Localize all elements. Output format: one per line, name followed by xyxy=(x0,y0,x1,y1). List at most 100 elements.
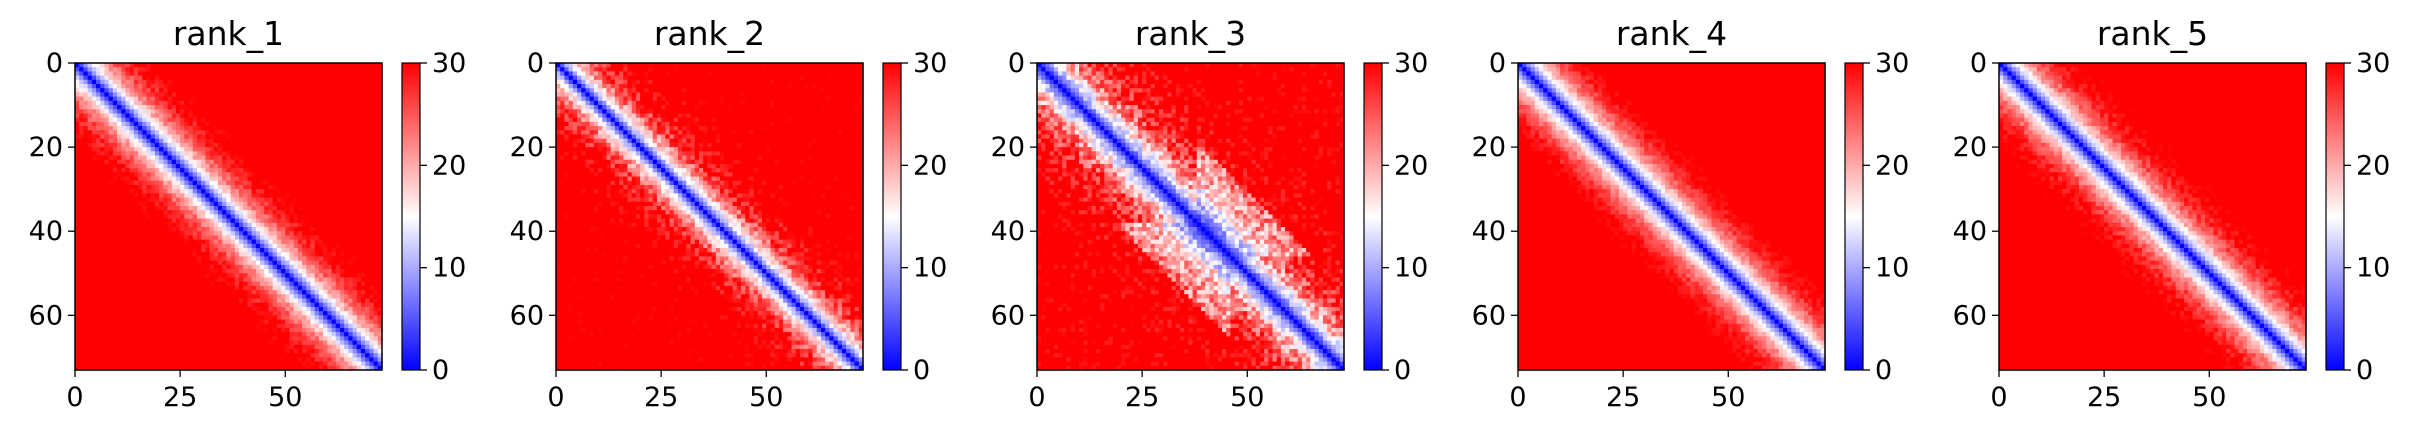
heatmap-cell xyxy=(91,147,97,152)
heatmap-cell xyxy=(217,281,223,287)
heatmap-cell xyxy=(344,348,349,354)
heatmap-cell xyxy=(121,260,127,266)
heatmap-cell xyxy=(100,315,106,321)
heatmap-cell xyxy=(302,130,307,136)
heatmap-cell xyxy=(365,189,370,194)
heatmap-cell xyxy=(133,184,139,190)
heatmap-cell xyxy=(112,105,118,110)
heatmap-cell xyxy=(167,121,173,127)
heatmap-cell xyxy=(96,159,101,165)
heatmap-cell xyxy=(268,88,274,94)
heatmap-cell xyxy=(289,252,295,258)
heatmap-cell xyxy=(91,227,97,232)
heatmap-cell xyxy=(327,84,333,89)
heatmap-cell xyxy=(159,138,164,144)
heatmap-cell xyxy=(213,205,219,211)
heatmap-cell xyxy=(323,348,328,354)
heatmap-cell xyxy=(344,344,349,350)
heatmap-cell xyxy=(260,117,265,123)
heatmap-cell xyxy=(196,344,202,350)
heatmap-cell xyxy=(142,71,148,77)
heatmap-cell xyxy=(79,176,85,182)
heatmap-cell xyxy=(230,264,236,270)
heatmap-cell xyxy=(251,105,257,110)
heatmap-cell xyxy=(117,201,122,207)
heatmap-cell xyxy=(365,176,370,182)
heatmap-cell xyxy=(171,332,177,337)
heatmap-cell xyxy=(260,84,265,89)
heatmap-cell xyxy=(112,227,118,232)
heatmap-cell xyxy=(175,205,181,211)
heatmap-cell xyxy=(234,227,240,232)
heatmap-cell xyxy=(314,277,320,283)
heatmap-cell xyxy=(175,323,181,329)
heatmap-cell xyxy=(339,163,345,169)
heatmap-cell xyxy=(226,306,232,312)
heatmap-cell xyxy=(230,311,236,316)
heatmap-cell xyxy=(276,138,282,144)
heatmap-cell xyxy=(163,147,169,152)
heatmap-cell xyxy=(352,256,358,262)
heatmap-cell xyxy=(314,75,320,81)
heatmap-cell xyxy=(327,210,333,215)
heatmap-cell xyxy=(310,142,316,148)
heatmap-cell xyxy=(234,109,240,115)
heatmap-cell xyxy=(75,294,80,300)
heatmap-cell xyxy=(285,180,291,186)
heatmap-cell xyxy=(154,319,160,325)
heatmap-cell xyxy=(171,260,177,266)
heatmap-cell xyxy=(175,353,181,358)
heatmap-cell xyxy=(154,189,160,194)
heatmap-cell xyxy=(239,71,244,77)
heatmap-cell xyxy=(87,151,93,157)
heatmap-cell xyxy=(264,130,270,136)
heatmap-cell xyxy=(192,100,198,106)
heatmap-cell xyxy=(323,306,328,312)
heatmap-cell xyxy=(83,147,89,152)
heatmap-cell xyxy=(344,205,349,211)
heatmap-cell xyxy=(213,180,219,186)
heatmap-cell xyxy=(251,281,257,287)
heatmap-cell xyxy=(272,235,278,241)
heatmap-cell xyxy=(167,319,173,325)
heatmap-cell xyxy=(209,193,215,199)
heatmap-cell xyxy=(217,88,223,94)
heatmap-cell xyxy=(188,126,194,131)
heatmap-cell xyxy=(100,273,106,279)
heatmap-cell xyxy=(87,75,93,81)
heatmap-cell xyxy=(365,227,370,232)
heatmap-cell xyxy=(188,298,194,304)
heatmap-cell xyxy=(365,248,370,253)
heatmap-cell xyxy=(369,222,375,228)
heatmap-cell xyxy=(150,109,156,115)
heatmap-cell xyxy=(318,105,324,110)
heatmap-cell xyxy=(192,180,198,186)
heatmap-cell xyxy=(125,319,131,325)
heatmap-cell xyxy=(129,235,135,241)
heatmap-cell xyxy=(142,96,148,102)
heatmap-cell xyxy=(222,214,227,220)
heatmap-cell xyxy=(112,205,118,211)
heatmap-cell xyxy=(121,248,127,253)
heatmap-cell xyxy=(125,260,131,266)
heatmap-cell xyxy=(146,256,152,262)
heatmap-cell xyxy=(260,269,265,274)
heatmap-cell xyxy=(293,285,299,291)
heatmap-cell xyxy=(255,176,261,182)
heatmap-cell xyxy=(87,71,93,77)
heatmap-cell xyxy=(205,92,211,98)
heatmap-cell xyxy=(142,67,148,73)
heatmap-cell xyxy=(348,75,354,81)
heatmap-cell xyxy=(175,163,181,169)
heatmap-cell xyxy=(331,193,337,199)
heatmap-cell xyxy=(243,344,249,350)
heatmap-cell xyxy=(365,168,370,173)
heatmap-cell xyxy=(352,151,358,157)
heatmap-cell xyxy=(285,227,291,232)
heatmap-cell xyxy=(142,126,148,131)
heatmap-cell xyxy=(104,235,110,241)
heatmap-cell xyxy=(272,205,278,211)
heatmap-cell xyxy=(251,260,257,266)
heatmap-cell xyxy=(226,138,232,144)
heatmap-cell xyxy=(281,218,286,224)
